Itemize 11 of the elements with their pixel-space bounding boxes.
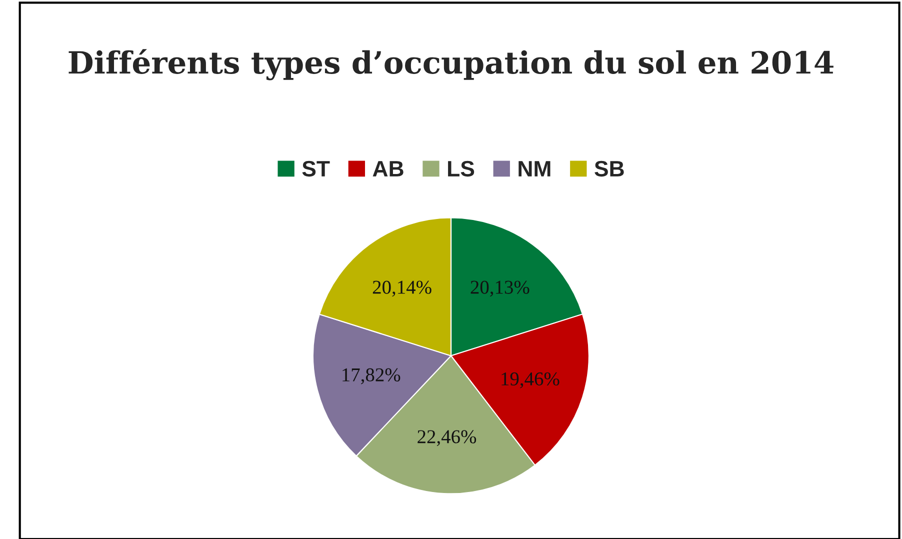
legend-label: LS xyxy=(448,160,474,177)
data-label: 22,46% xyxy=(418,430,476,446)
legend-label: SB xyxy=(594,160,624,177)
data-label: 20,13% xyxy=(470,280,530,297)
legend-label: AB xyxy=(372,161,404,176)
data-label: 19,46% xyxy=(502,372,560,388)
data-label: 20,14% xyxy=(372,280,432,297)
data-label: 17,82% xyxy=(342,368,400,384)
legend-label: NM xyxy=(518,161,550,176)
legend-label: ST xyxy=(302,160,330,177)
chart-title: Différents types d’occupation du sol en 2014 xyxy=(68,49,834,80)
